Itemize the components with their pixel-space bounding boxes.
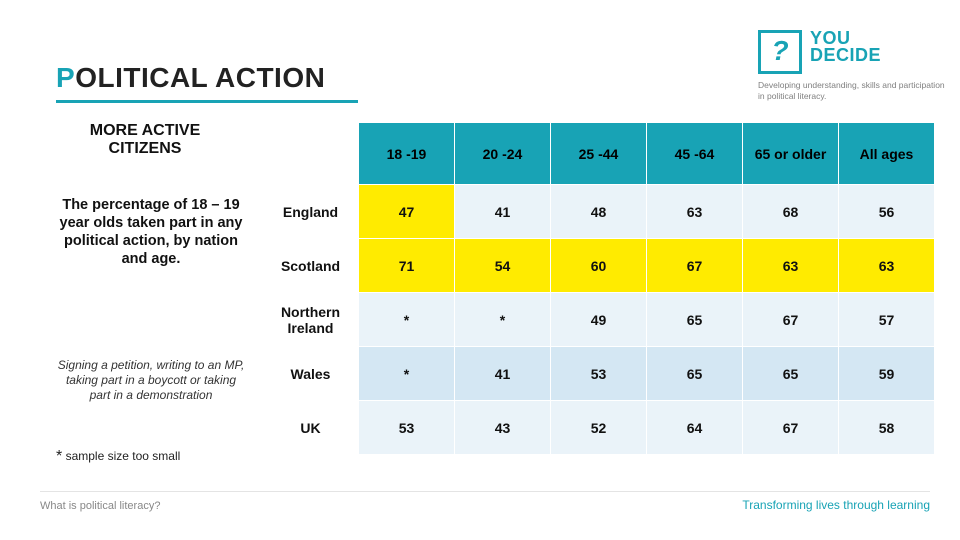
table-cell: 63 bbox=[743, 239, 839, 293]
table-row: Scotland715460676363 bbox=[263, 239, 935, 293]
data-table: 18 -1920 -2425 -4445 -6465 or olderAll a… bbox=[262, 122, 935, 455]
lead-text: The percentage of 18 – 19 year olds take… bbox=[56, 196, 246, 269]
footer-divider bbox=[40, 491, 930, 492]
table-col-header: 25 -44 bbox=[551, 123, 647, 185]
table-cell: 68 bbox=[743, 185, 839, 239]
table-cell: 43 bbox=[455, 401, 551, 455]
table-corner bbox=[263, 123, 359, 185]
table-row: Northern Ireland**49656757 bbox=[263, 293, 935, 347]
table-cell: 52 bbox=[551, 401, 647, 455]
table-cell: 41 bbox=[455, 347, 551, 401]
table-cell: 63 bbox=[839, 239, 935, 293]
table-header: 18 -1920 -2425 -4445 -6465 or olderAll a… bbox=[263, 123, 935, 185]
table-cell: 41 bbox=[455, 185, 551, 239]
table-cell: 65 bbox=[647, 293, 743, 347]
title-accent-letter: P bbox=[56, 62, 75, 93]
table-cell: 58 bbox=[839, 401, 935, 455]
footer-right: Transforming lives through learning bbox=[742, 498, 930, 512]
table-cell: 67 bbox=[743, 293, 839, 347]
table-row-label: England bbox=[263, 185, 359, 239]
table-cell: 63 bbox=[647, 185, 743, 239]
table-row: England474148636856 bbox=[263, 185, 935, 239]
table-col-header: All ages bbox=[839, 123, 935, 185]
table-col-header: 45 -64 bbox=[647, 123, 743, 185]
page-title: POLITICAL ACTION bbox=[56, 62, 325, 94]
table-cell: * bbox=[455, 293, 551, 347]
subtitle: MORE ACTIVE CITIZENS bbox=[60, 122, 230, 158]
table-cell: 53 bbox=[551, 347, 647, 401]
footnote-text: sample size too small bbox=[62, 449, 180, 463]
table-cell: 65 bbox=[647, 347, 743, 401]
table-col-header: 18 -19 bbox=[359, 123, 455, 185]
title-underline bbox=[56, 100, 358, 103]
table-cell: 67 bbox=[647, 239, 743, 293]
table-row-label: UK bbox=[263, 401, 359, 455]
title-rest: OLITICAL ACTION bbox=[75, 62, 325, 93]
table-cell: 71 bbox=[359, 239, 455, 293]
table-cell: * bbox=[359, 293, 455, 347]
table-cell: 53 bbox=[359, 401, 455, 455]
table-cell: 48 bbox=[551, 185, 647, 239]
table-cell: 60 bbox=[551, 239, 647, 293]
table-row-label: Northern Ireland bbox=[263, 293, 359, 347]
table-col-header: 20 -24 bbox=[455, 123, 551, 185]
table-row-label: Scotland bbox=[263, 239, 359, 293]
table-body: England474148636856Scotland715460676363N… bbox=[263, 185, 935, 455]
table-cell: 64 bbox=[647, 401, 743, 455]
logo-line2: DECIDE bbox=[810, 45, 881, 65]
table-cell: * bbox=[359, 347, 455, 401]
footer-left: What is political literacy? bbox=[40, 500, 160, 512]
table-cell: 47 bbox=[359, 185, 455, 239]
logo: ? YOU DECIDE Developing understanding, s… bbox=[758, 30, 948, 101]
table-row: UK534352646758 bbox=[263, 401, 935, 455]
table-col-header: 65 or older bbox=[743, 123, 839, 185]
logo-tagline: Developing understanding, skills and par… bbox=[758, 74, 948, 101]
logo-mark-icon: ? bbox=[758, 30, 802, 74]
table-header-row: 18 -1920 -2425 -4445 -6465 or olderAll a… bbox=[263, 123, 935, 185]
table-cell: 54 bbox=[455, 239, 551, 293]
note-text: Signing a petition, writing to an MP, ta… bbox=[56, 358, 246, 403]
table-cell: 57 bbox=[839, 293, 935, 347]
table-cell: 67 bbox=[743, 401, 839, 455]
table-cell: 65 bbox=[743, 347, 839, 401]
table-cell: 56 bbox=[839, 185, 935, 239]
table-row-label: Wales bbox=[263, 347, 359, 401]
table-cell: 49 bbox=[551, 293, 647, 347]
footnote: * sample size too small bbox=[56, 448, 180, 466]
table-row: Wales*4153656559 bbox=[263, 347, 935, 401]
table-cell: 59 bbox=[839, 347, 935, 401]
